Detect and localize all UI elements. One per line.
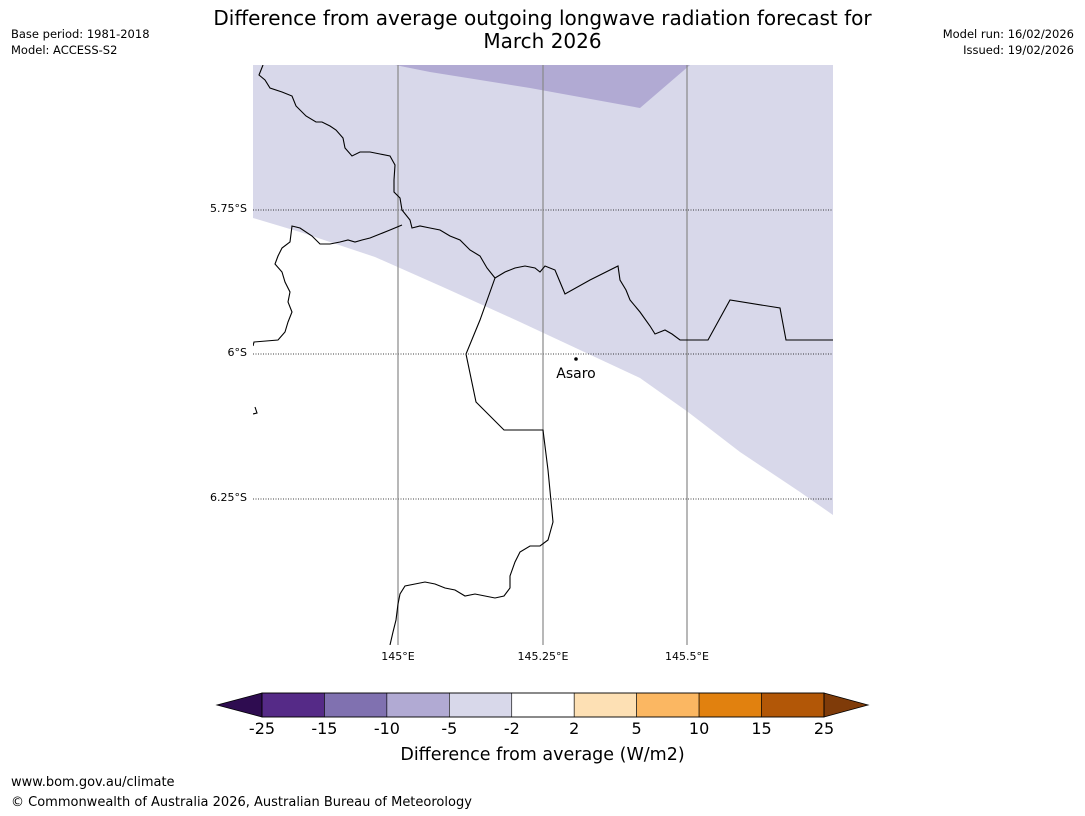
colorbar-frame [261,692,825,718]
model-name: Model: ACCESS-S2 [11,43,118,57]
colorbar-tick-label: -2 [503,719,520,738]
map-canvas: Asaro [253,65,833,645]
map-title: Difference from average outgoing longwav… [0,7,1085,53]
longitude-gridlines [397,65,688,645]
colorbar-box-5 [573,692,637,718]
colorbar-tick-label: 5 [631,719,642,738]
right-meta: Model run: 16/02/2026 Issued: 19/02/2026 [943,26,1074,58]
lon-label-145-25: 145.25°E [517,650,569,663]
colorbar-tick-label: -5 [441,719,458,738]
colorbar-title: Difference from average (W/m2) [400,745,685,765]
colorbar-tick-label: 10 [688,719,710,738]
lat-label-6: 6°S [227,346,247,359]
lon-label-145-5: 145.5°E [665,650,709,663]
left-meta: Base period: 1981-2018 Model: ACCESS-S2 [11,26,150,58]
colorbar-tick-label: -15 [311,719,338,738]
model-run: Model run: 16/02/2026 [942,27,1074,41]
asaro-marker [574,357,578,361]
boundary-south [389,277,554,645]
issued-date: Issued: 19/02/2026 [963,43,1074,57]
colorbar-box-6 [636,692,700,718]
colorbar-box-4 [511,692,575,718]
base-period: Base period: 1981-2018 [11,27,150,41]
colorbar-box-7 [698,692,762,718]
title-line-2: March 2026 [483,29,602,53]
colorbar [215,692,870,718]
lat-label-5-75: 5.75°S [210,202,247,215]
boundary-fragment [253,406,258,415]
colorbar-under-arrow [215,692,263,718]
boundary-north [258,65,833,341]
colorbar-box-3 [449,692,513,718]
asaro-label: Asaro [556,366,595,382]
province-boundaries [253,65,833,645]
colorbar-box-2 [386,692,450,718]
colorbar-tick-label: 2 [569,719,580,738]
colorbar-tick-label: -25 [248,719,276,738]
lon-label-145: 145°E [381,650,415,663]
colorbar-box-8 [761,692,825,718]
boundary-west [253,224,403,347]
colorbar-tick-label: 15 [751,719,772,738]
colorbar-box-0 [261,692,325,718]
lat-label-6-25: 6.25°S [210,491,247,504]
footer-copyright: © Commonwealth of Australia 2026, Austra… [11,795,472,810]
title-line-1: Difference from average outgoing longwav… [213,6,872,30]
colorbar-over-arrow [823,692,870,718]
footer-url[interactable]: www.bom.gov.au/climate [11,775,175,790]
colorbar-tick-label: -10 [373,719,400,738]
colorbar-tick-label: 25 [813,719,835,738]
colorbar-box-1 [324,692,388,718]
